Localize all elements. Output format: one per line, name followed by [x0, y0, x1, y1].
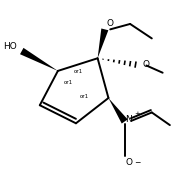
Text: or1: or1 — [63, 80, 72, 85]
Text: O: O — [107, 19, 114, 28]
Text: or1: or1 — [74, 69, 83, 74]
Text: or1: or1 — [80, 94, 89, 99]
Text: N: N — [126, 115, 132, 124]
Text: +: + — [134, 111, 140, 117]
Text: HO: HO — [4, 42, 17, 51]
Polygon shape — [108, 98, 128, 123]
Text: O: O — [143, 60, 150, 69]
Polygon shape — [20, 48, 58, 71]
Polygon shape — [98, 28, 108, 58]
Text: O: O — [126, 158, 133, 167]
Text: −: − — [134, 158, 140, 167]
